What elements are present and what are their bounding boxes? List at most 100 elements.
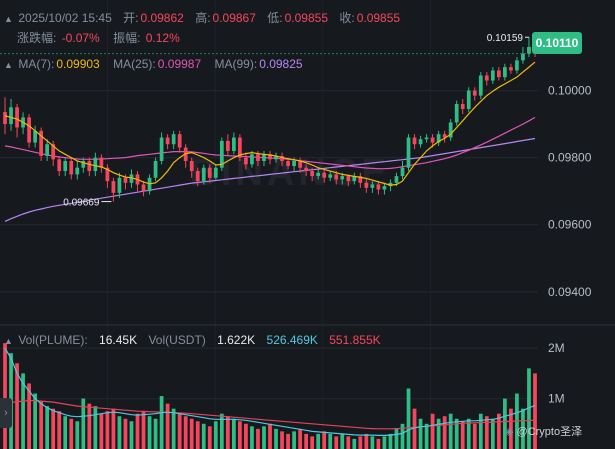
volume-bar [87, 403, 92, 449]
ma7-label: MA(7): [18, 57, 55, 71]
candle-body [201, 167, 206, 182]
candle-body [165, 137, 170, 145]
collapse-icon[interactable]: ▲ [4, 336, 13, 346]
vol-ma1-value: 526.469K [266, 333, 318, 347]
volume-bar [286, 433, 290, 449]
volume-bar [496, 413, 501, 449]
price-tick-label: 0.09800 [548, 151, 592, 165]
volume-bar [509, 408, 513, 449]
candle-body [382, 186, 387, 190]
candle-body [87, 161, 92, 172]
candle-body [472, 90, 477, 96]
candle-body [496, 70, 501, 78]
volume-bar [448, 413, 453, 449]
candle-body [171, 134, 176, 145]
candle-body [195, 171, 200, 182]
volume-bar [274, 428, 278, 449]
ma-legend: ▲ MA(7): 0.09903 MA(25): 0.09987 MA(99): 0.… [4, 57, 305, 71]
volume-bar [478, 413, 483, 449]
volume-bar [322, 431, 327, 449]
volume-bar [195, 421, 200, 449]
ma99-line [4, 137, 536, 222]
volume-bar [147, 416, 152, 449]
candle-body [509, 67, 513, 71]
volume-bar [382, 436, 387, 449]
candle-body [304, 167, 309, 172]
candle-body [63, 161, 68, 172]
volume-bar [105, 411, 110, 449]
price-tick-label: 0.09400 [548, 285, 592, 299]
volume-bar [219, 413, 224, 449]
candle-body [364, 182, 369, 188]
candle-body [358, 176, 363, 183]
volume-bar [454, 418, 459, 449]
volume-bar [527, 368, 531, 449]
candle-body [436, 134, 441, 143]
volume-bar [346, 436, 351, 449]
volume-bar [533, 373, 537, 449]
volume-bar [406, 388, 411, 449]
volume-bar [45, 406, 50, 449]
volume-bar [316, 433, 321, 449]
volume-bar [400, 423, 405, 449]
candle-body [219, 140, 224, 168]
high-label: 高: [195, 11, 211, 25]
candle-body [424, 137, 429, 140]
volume-bar [93, 406, 98, 449]
volume-bar [280, 431, 284, 449]
candle-body [69, 161, 74, 175]
volume-bar [238, 421, 242, 449]
volume-bar [201, 423, 206, 449]
open-value: 0.09862 [140, 11, 184, 25]
volume-bar [310, 436, 315, 449]
candle-body [400, 167, 405, 177]
volume-bar [165, 403, 170, 449]
volume-bar [262, 426, 266, 449]
candle-body [123, 177, 128, 183]
candle-body [207, 167, 212, 178]
collapse-icon[interactable]: ▲ [4, 14, 13, 24]
volume-bar [153, 418, 158, 449]
volume-bar [424, 423, 429, 449]
volume-bar [213, 421, 218, 449]
volume-bar [111, 408, 116, 449]
volume-bar [81, 398, 86, 449]
candle-body [406, 137, 411, 168]
volume-bar [388, 433, 393, 449]
volume-bar [171, 408, 176, 449]
vol-value: 16.45K [99, 333, 138, 347]
scroll-left-handle[interactable]: › [0, 398, 12, 428]
volume-bar [33, 393, 37, 449]
open-label: 开: [123, 11, 139, 25]
candle-body [352, 176, 357, 182]
candle-body [147, 177, 152, 192]
candle-body [159, 137, 164, 161]
volume-bar [51, 408, 56, 449]
candle-body [466, 90, 471, 110]
vol-ma2-value: 551.855K [329, 333, 381, 347]
price-tick-label: 0.10000 [548, 84, 592, 98]
price-tick-label: 0.09600 [548, 218, 592, 232]
ma25-value: 0.09987 [157, 57, 202, 71]
volume-bar [39, 401, 44, 449]
volume-bar [177, 413, 182, 449]
volume-bar [304, 433, 309, 449]
volume-bar [225, 416, 230, 449]
close-label: 收: [339, 11, 355, 25]
candle-body [117, 177, 122, 193]
collapse-icon[interactable]: ▲ [4, 60, 13, 70]
candle-body [448, 122, 453, 138]
candle-body [256, 154, 260, 161]
volume-bar [292, 431, 296, 449]
low-label: 低: [267, 11, 283, 25]
volume-bar [298, 428, 302, 449]
candle-body [394, 176, 399, 183]
volume-bar [412, 408, 417, 449]
ma99-value: 0.09825 [259, 57, 303, 71]
candle-body [244, 157, 248, 165]
candle-body [189, 161, 194, 172]
vol-usdt-label: Vol(USDT) [148, 333, 206, 347]
volume-bar [364, 433, 369, 449]
volume-bar [250, 426, 254, 449]
